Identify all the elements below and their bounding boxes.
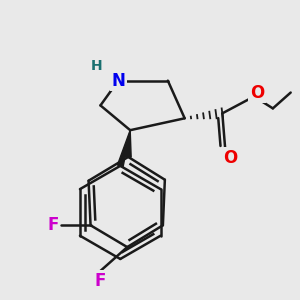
Polygon shape [117, 130, 130, 166]
Text: N: N [111, 72, 125, 90]
Text: H: H [91, 59, 102, 73]
Text: O: O [250, 83, 264, 101]
Text: F: F [95, 272, 106, 290]
Polygon shape [125, 130, 131, 157]
Text: F: F [47, 216, 58, 234]
Text: O: O [223, 149, 237, 167]
